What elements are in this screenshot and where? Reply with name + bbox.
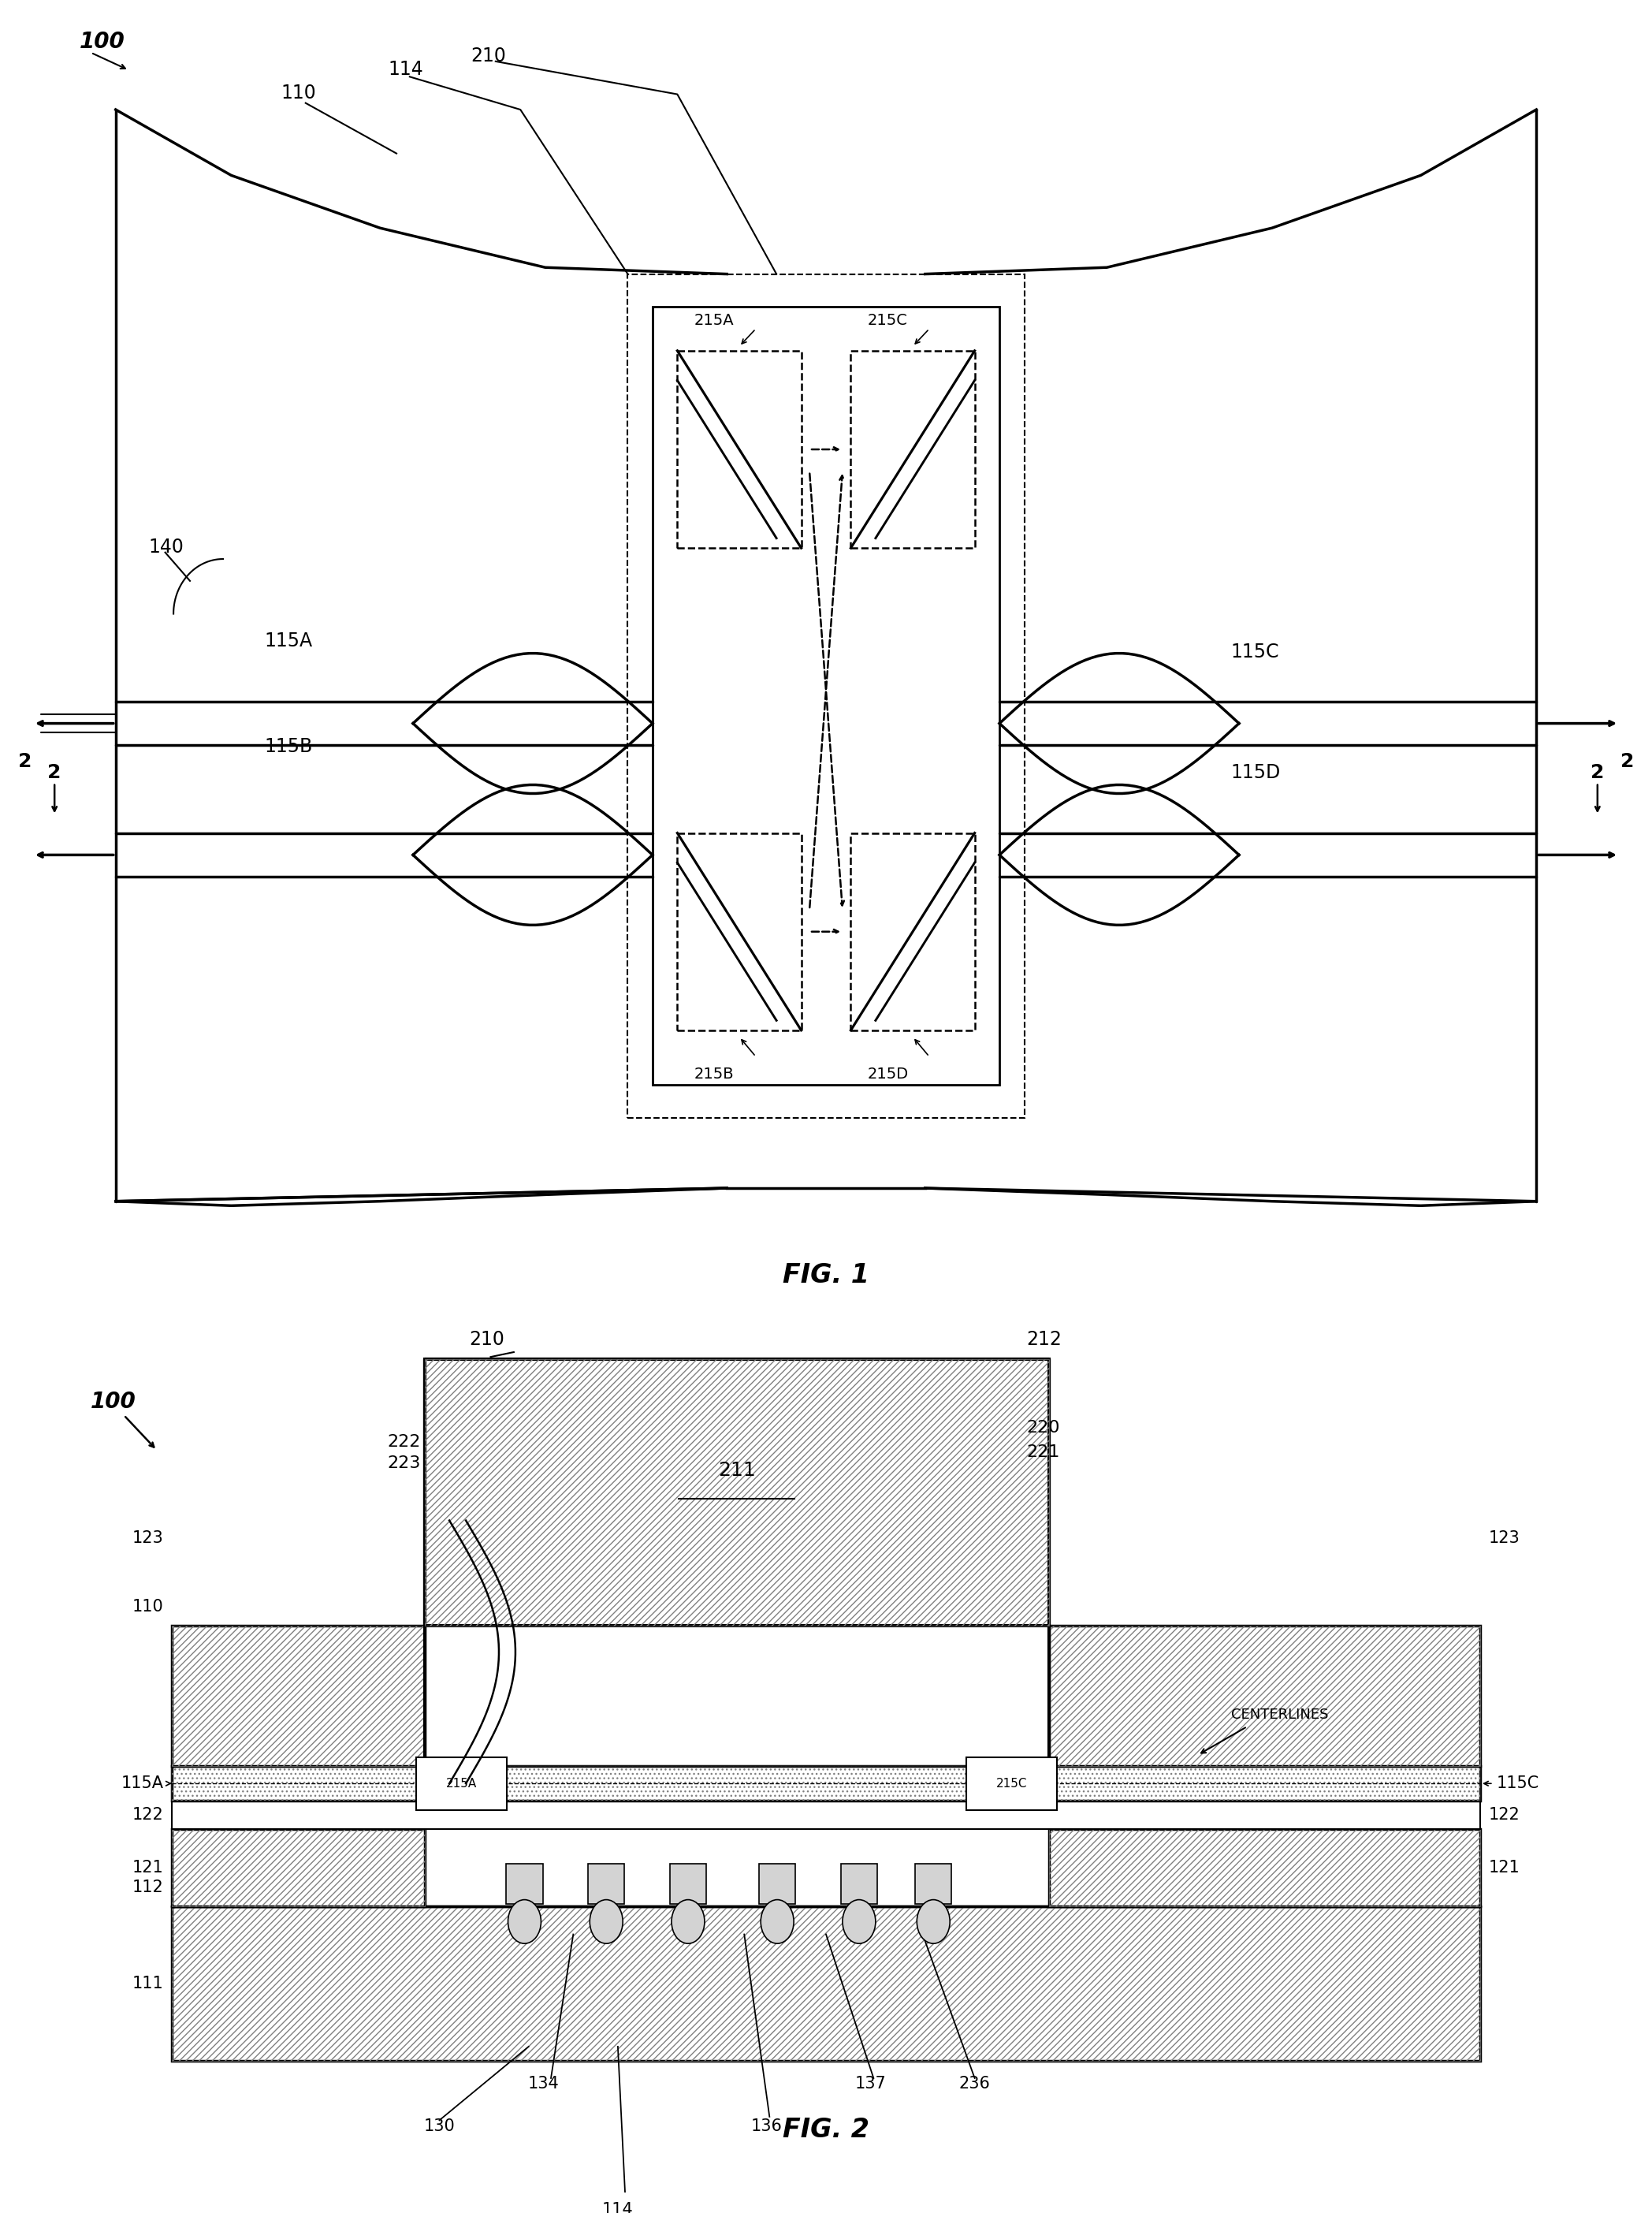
Text: 2: 2 [1621, 752, 1634, 770]
Bar [172, 1766, 1480, 1801]
Text: 114: 114 [603, 2202, 633, 2213]
Text: 215B: 215B [694, 1067, 733, 1082]
Text: CENTERLINES: CENTERLINES [1231, 1708, 1328, 1722]
Bar [851, 832, 975, 1031]
Circle shape [760, 1899, 795, 1943]
Text: 2: 2 [1591, 763, 1604, 781]
Text: 223: 223 [387, 1456, 421, 1472]
Bar [172, 1905, 1480, 2060]
Text: 123: 123 [132, 1529, 164, 1547]
Bar [653, 308, 999, 1084]
Bar [915, 1863, 952, 1903]
Bar [677, 350, 801, 549]
Bar [172, 1905, 1480, 2060]
Text: 2: 2 [48, 763, 61, 781]
Circle shape [917, 1899, 950, 1943]
Text: 222: 222 [387, 1434, 421, 1450]
Text: 122: 122 [1488, 1808, 1520, 1824]
Bar [506, 1863, 542, 1903]
Text: 220: 220 [1028, 1421, 1061, 1436]
Text: 115B: 115B [264, 737, 312, 757]
Bar [760, 1863, 796, 1903]
Text: 210: 210 [469, 1330, 504, 1350]
Text: 136: 136 [750, 2118, 783, 2133]
Bar [1049, 1627, 1480, 1766]
Bar [628, 274, 1024, 1118]
Text: 140: 140 [149, 538, 183, 555]
Text: 221: 221 [1028, 1445, 1061, 1461]
Bar [172, 1830, 425, 1905]
Text: 123: 123 [1488, 1529, 1520, 1547]
Text: 112: 112 [132, 1879, 164, 1894]
Text: 236: 236 [958, 2076, 991, 2091]
Bar [425, 1359, 1049, 1627]
Bar [172, 1627, 425, 1766]
Text: 211: 211 [719, 1461, 755, 1480]
Text: 110: 110 [281, 84, 316, 102]
Bar [671, 1863, 707, 1903]
Text: 212: 212 [1028, 1330, 1062, 1350]
Text: 210: 210 [471, 46, 506, 66]
Text: 215D: 215D [867, 1067, 909, 1082]
Bar [172, 1801, 1480, 1830]
Bar [425, 1359, 1049, 1627]
Circle shape [843, 1899, 876, 1943]
Text: 115C: 115C [1497, 1775, 1540, 1790]
Text: 121: 121 [132, 1859, 164, 1877]
Text: 137: 137 [856, 2076, 885, 2091]
Bar [1049, 1830, 1480, 1905]
Bar [172, 1627, 425, 1766]
Text: 100: 100 [79, 31, 126, 53]
Text: 110: 110 [132, 1600, 164, 1615]
Text: 122: 122 [132, 1808, 164, 1824]
Text: 100: 100 [91, 1392, 137, 1412]
Text: FIG. 1: FIG. 1 [783, 1261, 869, 1288]
Text: 111: 111 [132, 1976, 164, 1992]
Text: 115A: 115A [264, 631, 312, 651]
Text: 114: 114 [388, 60, 423, 77]
Bar [416, 1757, 507, 1810]
Bar [851, 350, 975, 549]
Bar [677, 832, 801, 1031]
Text: 215C: 215C [867, 312, 907, 328]
Text: 215A: 215A [694, 312, 733, 328]
Text: FIG. 2: FIG. 2 [783, 2118, 869, 2142]
Text: 215A: 215A [446, 1777, 477, 1790]
Text: 134: 134 [529, 2076, 558, 2091]
Text: 115C: 115C [1231, 642, 1279, 662]
Circle shape [590, 1899, 623, 1943]
Text: 121: 121 [1488, 1859, 1520, 1877]
Circle shape [509, 1899, 542, 1943]
Bar [966, 1757, 1057, 1810]
Bar [1049, 1830, 1480, 1905]
Bar [841, 1863, 877, 1903]
Text: 2: 2 [18, 752, 31, 770]
Text: 130: 130 [425, 2118, 454, 2133]
Text: 115D: 115D [1231, 763, 1280, 781]
Text: 215C: 215C [996, 1777, 1028, 1790]
Bar [1049, 1627, 1480, 1766]
Bar [172, 1766, 1480, 1801]
Bar [588, 1863, 624, 1903]
Text: 115A: 115A [121, 1775, 164, 1790]
Circle shape [671, 1899, 705, 1943]
Bar [172, 1830, 425, 1905]
